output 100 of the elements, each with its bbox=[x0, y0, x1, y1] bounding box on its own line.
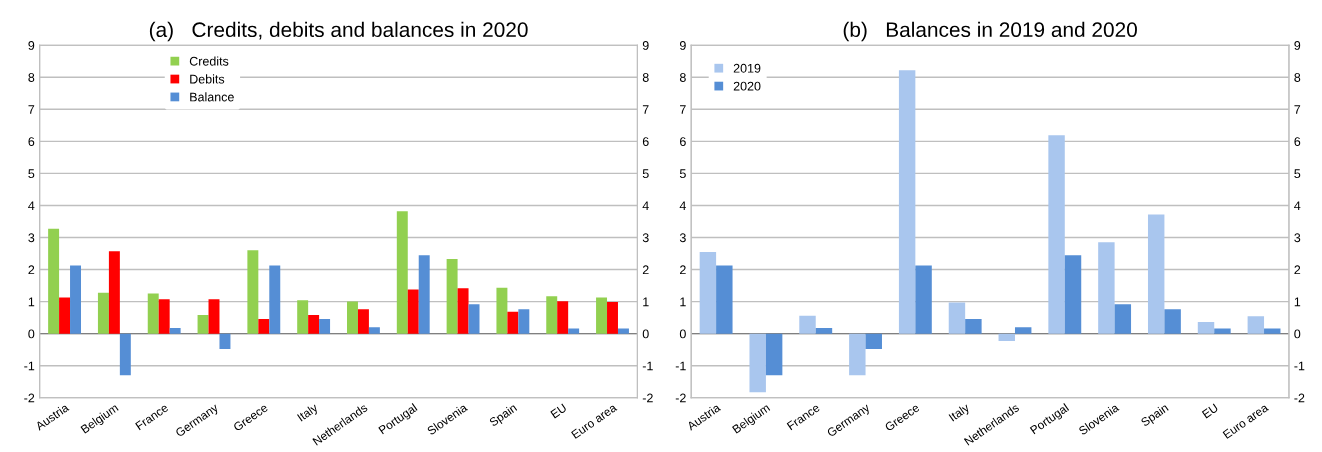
bar bbox=[1147, 214, 1165, 334]
legend-label: 2019 bbox=[733, 63, 761, 73]
bar bbox=[699, 251, 717, 334]
y2-tick-label: 7 bbox=[1294, 105, 1301, 114]
y-tick-label: 2 bbox=[680, 265, 686, 275]
chart-title: (b) Balances in 2019 and 2020 bbox=[843, 21, 1137, 42]
y2-tick-label: 0 bbox=[1294, 329, 1301, 339]
bar bbox=[169, 327, 181, 334]
x-tick-label: EU bbox=[1201, 403, 1219, 419]
bar bbox=[518, 309, 530, 334]
bar bbox=[998, 333, 1015, 342]
bar bbox=[1214, 328, 1231, 334]
bar bbox=[849, 333, 866, 376]
bar bbox=[446, 258, 458, 334]
y2-tick-label: 3 bbox=[642, 233, 649, 243]
y2-tick-label: 8 bbox=[1294, 73, 1301, 82]
bar bbox=[898, 70, 916, 334]
y-tick-label: -2 bbox=[24, 393, 35, 403]
y-tick-label: 1 bbox=[28, 297, 35, 307]
y-tick-label: 9 bbox=[679, 41, 686, 50]
bar bbox=[1064, 255, 1082, 334]
bar bbox=[319, 318, 331, 334]
y2-tick-label: 0 bbox=[642, 329, 649, 339]
y-tick-label: 8 bbox=[28, 73, 35, 82]
y2-tick-label: 9 bbox=[642, 41, 649, 50]
bar bbox=[97, 292, 109, 334]
bar bbox=[297, 300, 309, 334]
bar bbox=[607, 301, 618, 334]
bar bbox=[407, 289, 419, 334]
bar bbox=[546, 296, 558, 334]
y2-tick-label: 2 bbox=[1294, 265, 1301, 275]
y2-tick-label: 6 bbox=[1294, 137, 1301, 147]
bar bbox=[258, 318, 270, 334]
legend-label: Debits bbox=[190, 74, 225, 84]
bar bbox=[496, 287, 508, 334]
x-tick-label: Euro area bbox=[571, 402, 618, 439]
y2-tick-label: 1 bbox=[1294, 297, 1301, 307]
bar bbox=[1014, 327, 1032, 334]
y-tick-label: 0 bbox=[679, 329, 686, 339]
x-tick-label: EU bbox=[550, 403, 567, 419]
bar bbox=[48, 228, 60, 334]
y2-tick-label: 5 bbox=[1294, 169, 1301, 179]
bar bbox=[357, 309, 369, 334]
bar bbox=[716, 265, 733, 334]
bar bbox=[1264, 328, 1281, 334]
bar bbox=[368, 327, 380, 334]
bar bbox=[765, 333, 783, 376]
y-tick-label: 6 bbox=[28, 137, 35, 147]
y2-tick-label: -2 bbox=[1294, 393, 1305, 403]
bar bbox=[59, 297, 71, 334]
bar bbox=[247, 250, 259, 334]
bar bbox=[1164, 309, 1181, 334]
y-tick-label: -1 bbox=[24, 361, 35, 371]
x-tick-label: Euro area bbox=[1222, 402, 1270, 439]
y-tick-label: 9 bbox=[28, 41, 35, 50]
bar bbox=[557, 301, 569, 334]
y-tick-label: 4 bbox=[28, 201, 35, 210]
bar bbox=[1247, 316, 1265, 334]
y-tick-label: 7 bbox=[680, 105, 686, 114]
y2-tick-label: 7 bbox=[642, 105, 649, 114]
bar bbox=[119, 333, 131, 376]
y2-tick-label: 3 bbox=[1294, 233, 1301, 243]
bar bbox=[208, 299, 220, 334]
bar bbox=[468, 304, 480, 334]
y-tick-label: 3 bbox=[679, 233, 686, 243]
y-tick-label: 7 bbox=[28, 105, 35, 114]
y2-tick-label: 5 bbox=[642, 169, 649, 179]
bar bbox=[197, 315, 209, 334]
y-tick-label: 4 bbox=[679, 201, 686, 210]
bar bbox=[147, 293, 159, 334]
bar bbox=[617, 328, 629, 334]
bar bbox=[347, 301, 358, 334]
bar bbox=[1048, 135, 1065, 334]
bar bbox=[418, 255, 430, 334]
legend-label: Balance bbox=[190, 92, 234, 102]
bar bbox=[308, 315, 320, 334]
bar bbox=[948, 302, 966, 334]
y2-tick-label: 2 bbox=[642, 265, 649, 275]
bar bbox=[749, 333, 766, 393]
y-tick-label: 0 bbox=[28, 329, 35, 339]
bar bbox=[1197, 322, 1215, 334]
y-tick-label: -2 bbox=[675, 393, 686, 403]
bar bbox=[158, 299, 170, 334]
bar bbox=[396, 211, 408, 334]
bar bbox=[507, 311, 519, 334]
y2-tick-label: 1 bbox=[643, 297, 649, 307]
bar bbox=[915, 265, 932, 334]
bar bbox=[965, 318, 982, 334]
y2-tick-label: 4 bbox=[642, 201, 649, 210]
legend-label: 2020 bbox=[733, 81, 761, 91]
bar bbox=[1098, 242, 1115, 334]
y-tick-label: 5 bbox=[679, 169, 686, 179]
bar bbox=[815, 327, 833, 334]
bar bbox=[865, 333, 882, 350]
y2-tick-label: 8 bbox=[642, 73, 649, 82]
bar bbox=[108, 251, 120, 334]
y-tick-label: 3 bbox=[28, 233, 35, 243]
bar bbox=[799, 315, 816, 334]
y-tick-label: 6 bbox=[680, 137, 686, 147]
y-tick-label: 2 bbox=[28, 265, 35, 275]
